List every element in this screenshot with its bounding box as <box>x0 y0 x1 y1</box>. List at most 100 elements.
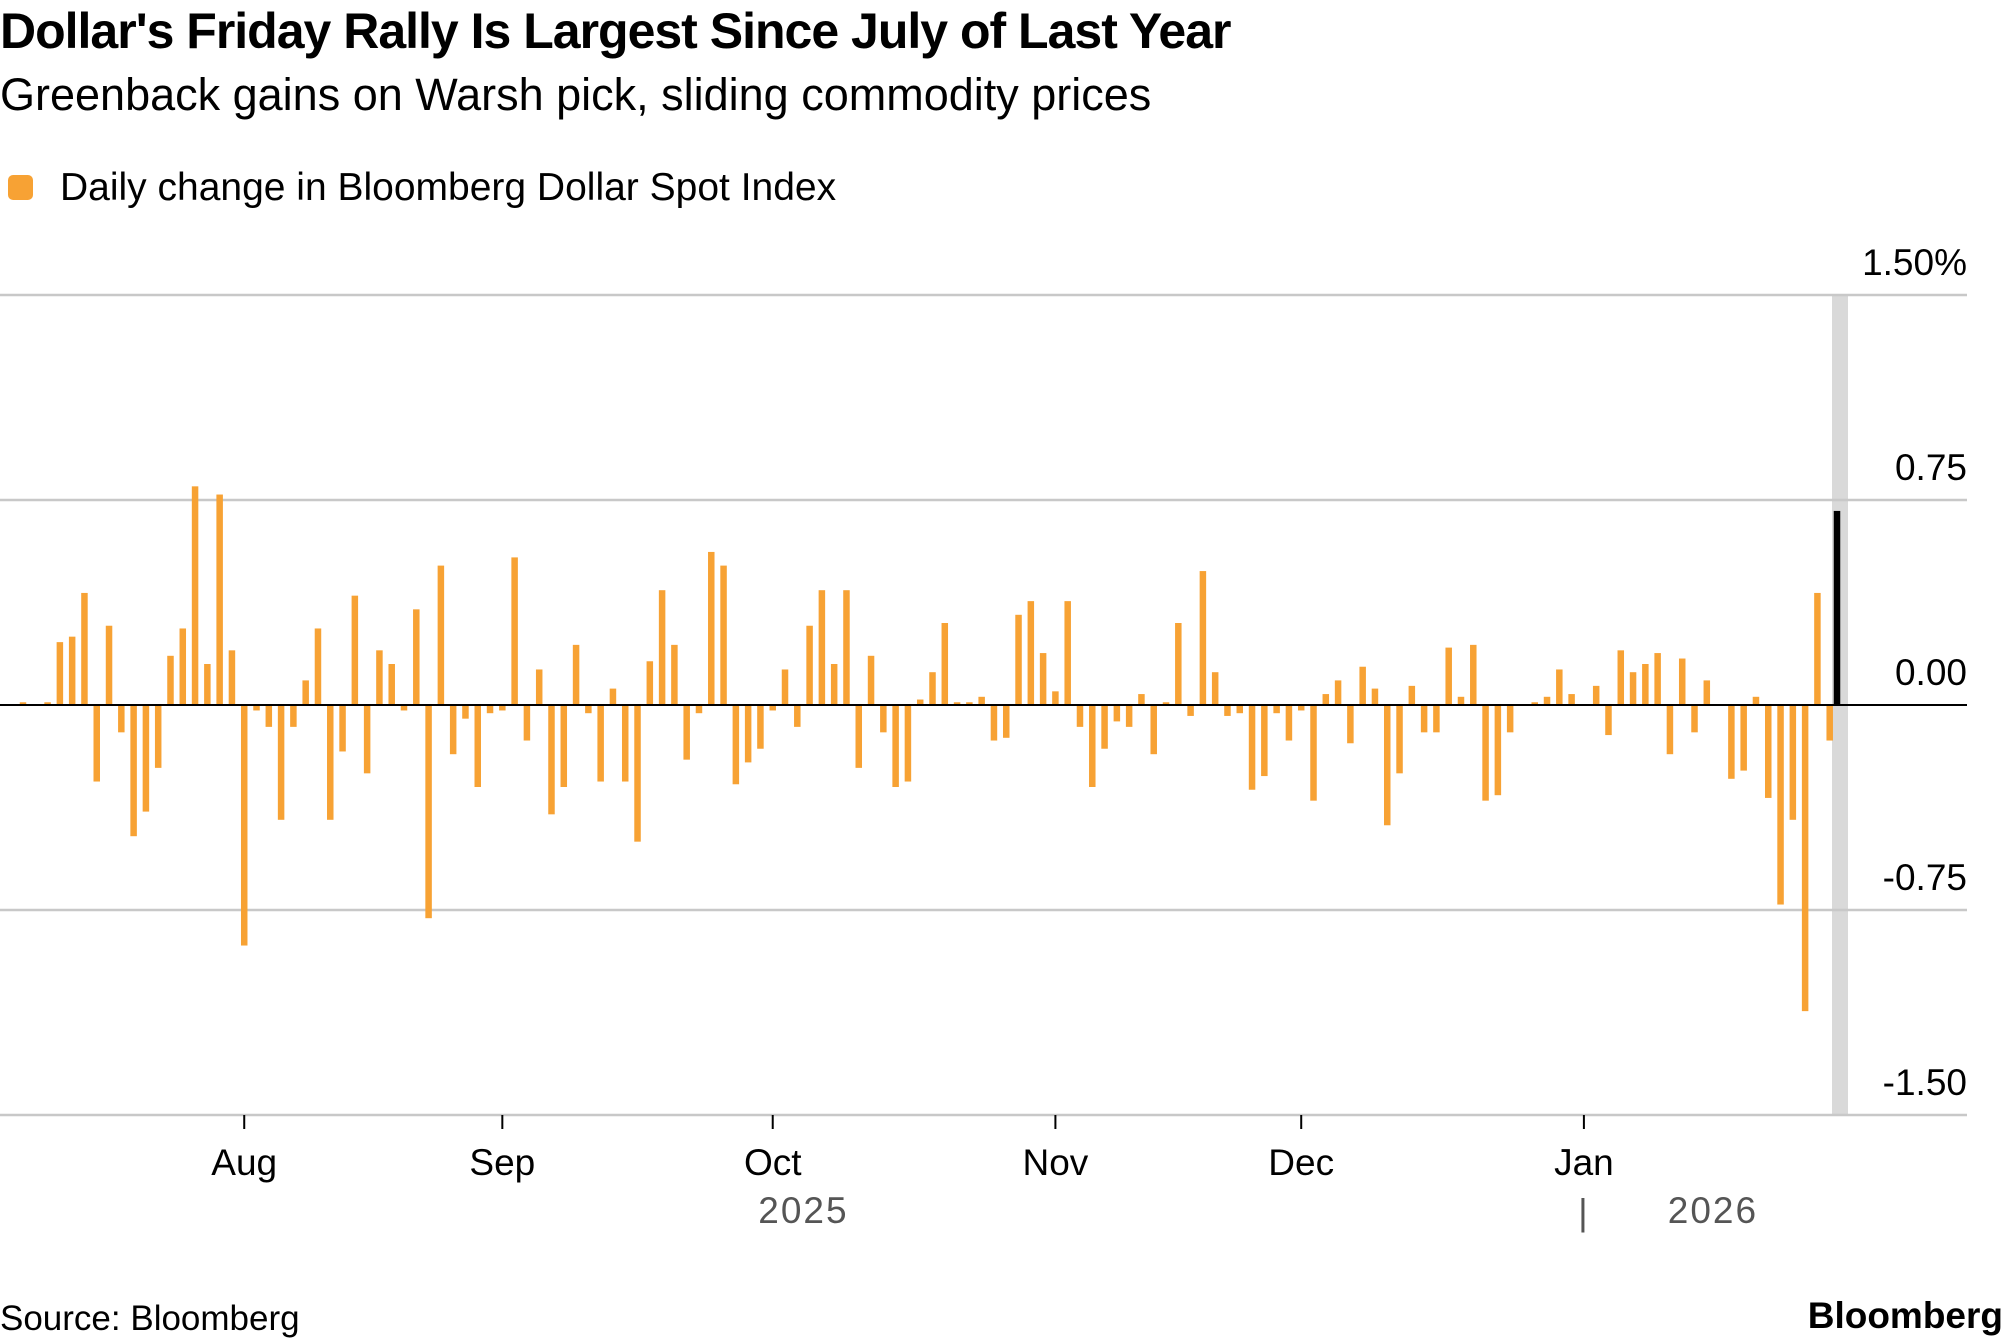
y-tick-label: 1.50% <box>1862 242 1967 283</box>
bar <box>1556 669 1563 705</box>
bar <box>1568 694 1575 705</box>
bar <box>1334 680 1342 705</box>
bar <box>1297 705 1305 711</box>
bar <box>1408 685 1416 705</box>
bar <box>1814 592 1821 705</box>
year-label: 2026 <box>1668 1190 1758 1231</box>
bar <box>548 705 555 815</box>
bar <box>1211 672 1219 705</box>
bar <box>658 590 666 705</box>
bar <box>486 705 494 714</box>
bar <box>1113 705 1121 722</box>
bar <box>683 705 690 760</box>
bar <box>167 655 174 705</box>
bar <box>1482 705 1489 801</box>
bar <box>560 705 568 787</box>
bar <box>585 705 592 714</box>
bar <box>1801 705 1809 1012</box>
bar <box>1027 601 1035 705</box>
bar <box>1642 664 1649 705</box>
bar <box>621 705 629 782</box>
bar <box>1310 705 1317 801</box>
bar <box>1359 666 1366 705</box>
brand: Bloomberg <box>1808 1295 2003 1336</box>
bar <box>843 590 850 705</box>
y-tick-label: 0.00 <box>1895 652 1967 693</box>
bar <box>19 702 27 705</box>
bar <box>1224 705 1231 716</box>
bar <box>966 702 973 705</box>
bar <box>228 650 236 705</box>
bar <box>1396 705 1403 774</box>
y-tick-label: -1.50 <box>1883 1062 1967 1103</box>
bar <box>462 705 469 719</box>
bar <box>880 705 887 733</box>
bar <box>818 590 826 705</box>
bar <box>142 705 150 812</box>
bar <box>1175 623 1182 705</box>
bar <box>892 705 899 787</box>
bar <box>327 705 334 820</box>
bar <box>302 680 309 705</box>
bar <box>1248 705 1256 790</box>
bar <box>81 592 88 705</box>
x-tick-label: Dec <box>1268 1142 1334 1183</box>
bar <box>1654 653 1661 705</box>
bar <box>1236 705 1244 714</box>
bar <box>1039 653 1047 705</box>
bar <box>1543 696 1551 705</box>
bar <box>363 705 371 774</box>
bar <box>867 655 875 705</box>
bar <box>1347 705 1354 744</box>
bar <box>1076 705 1084 727</box>
bar <box>1789 705 1797 820</box>
bar <box>351 595 359 705</box>
bar <box>44 702 51 705</box>
bar <box>609 688 617 705</box>
bar <box>781 669 789 705</box>
x-tick-label: Sep <box>469 1142 535 1183</box>
bar <box>1187 705 1194 716</box>
bar <box>1728 705 1735 779</box>
bar <box>1833 510 1841 705</box>
bar <box>1506 705 1514 733</box>
bar <box>68 636 76 705</box>
bar <box>1089 705 1096 787</box>
bar <box>499 705 506 711</box>
bar <box>830 664 838 705</box>
y-tick-label: 0.75 <box>1895 447 1967 488</box>
bar <box>253 705 260 711</box>
bar <box>1002 705 1010 738</box>
bar <box>118 705 125 733</box>
x-tick-label: Oct <box>744 1142 802 1183</box>
bar <box>757 705 764 749</box>
bar <box>277 705 285 820</box>
bar <box>1015 614 1022 705</box>
bar <box>671 644 678 705</box>
bar <box>105 625 113 705</box>
bar <box>646 661 654 705</box>
bar <box>437 565 445 705</box>
bar <box>400 705 408 711</box>
bar <box>708 551 715 705</box>
bar <box>1150 705 1157 755</box>
x-tick-label: Nov <box>1022 1142 1088 1183</box>
bar <box>634 705 641 842</box>
bar <box>1101 705 1108 749</box>
bar <box>1629 672 1637 705</box>
bar <box>1138 694 1145 705</box>
bar <box>265 705 273 727</box>
year-label: 2025 <box>758 1190 848 1231</box>
bar <box>1592 685 1600 705</box>
x-tick-label: Jan <box>1554 1142 1614 1183</box>
bar <box>191 486 199 705</box>
bar <box>1384 705 1391 826</box>
bar <box>1052 691 1059 705</box>
bar <box>744 705 752 763</box>
bar <box>1433 705 1440 733</box>
bar <box>572 644 580 705</box>
bar <box>720 565 727 705</box>
bar <box>1703 680 1711 705</box>
bar <box>929 672 936 705</box>
bar <box>474 705 481 787</box>
